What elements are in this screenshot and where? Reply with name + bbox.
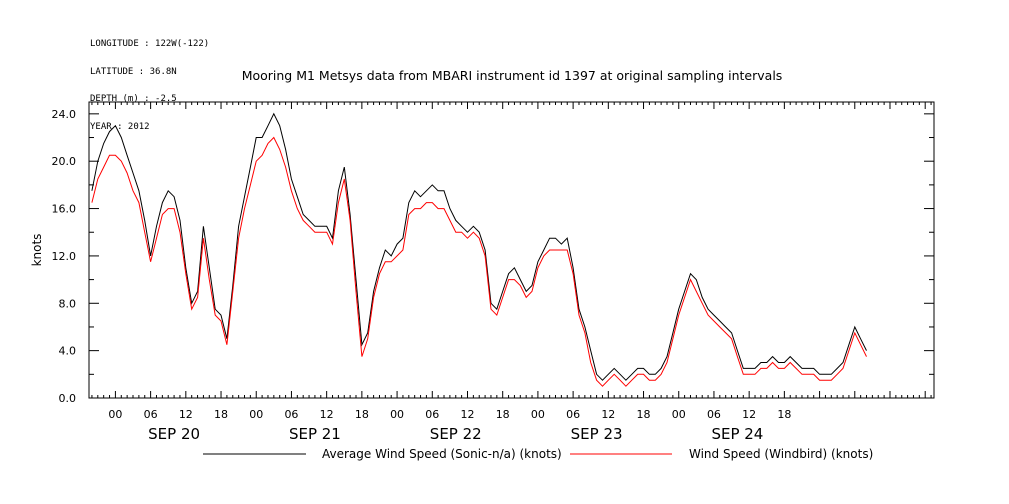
date-label: SEP 23 [571,425,623,443]
x-tick-label: 12 [742,408,756,421]
date-label: SEP 20 [148,425,200,443]
depth-text: DEPTH (m) : -2.5 [90,94,177,104]
x-tick-label: 06 [566,408,580,421]
date-label: SEP 21 [289,425,341,443]
y-tick-label: 0.0 [59,392,77,405]
x-tick-label: 18 [496,408,510,421]
x-tick-label: 00 [249,408,263,421]
mooring-metadata: LONGITUDE : 122W(-122) LATITUDE : 36.8N … [90,22,209,141]
x-tick-label: 12 [179,408,193,421]
y-tick-label: 8.0 [59,297,77,310]
y-tick-label: 4.0 [59,345,77,358]
y-tick-label: 24.0 [52,108,77,121]
series-line-windbird [91,136,867,387]
year-text: YEAR : 2012 [90,121,150,132]
legend-label-sonic: Average Wind Speed (Sonic-n/a) (knots) [322,447,562,461]
date-labels: SEP 20 SEP 21 SEP 22 SEP 23 SEP 24 [148,425,763,443]
x-tick-label: 12 [601,408,615,421]
legend: Average Wind Speed (Sonic-n/a) (knots) W… [203,447,873,461]
x-tick-label: 06 [707,408,721,421]
x-tick-label: 00 [531,408,545,421]
x-tick-label: 00 [108,408,122,421]
date-label: SEP 22 [430,425,482,443]
chart-title: Mooring M1 Metsys data from MBARI instru… [242,68,783,83]
series-line-sonic [91,112,867,381]
legend-label-windbird: Wind Speed (Windbird) (knots) [689,447,873,461]
x-tick-label: 00 [390,408,404,421]
y-axis-label: knots [30,234,44,267]
x-tick-label: 06 [284,408,298,421]
y-tick-label: 16.0 [52,203,77,216]
plot-frame [88,101,935,399]
x-tick-label: 06 [144,408,158,421]
y-tick-label: 20.0 [52,155,77,168]
x-tick-label: 00 [672,408,686,421]
x-tick-label: 18 [355,408,369,421]
axis-ticks [89,102,934,399]
y-tick-label: 12.0 [52,250,77,263]
longitude-text: LONGITUDE : 122W(-122) [90,39,210,49]
x-tick-label: 18 [777,408,791,421]
date-label: SEP 24 [711,425,763,443]
series-lines [91,112,867,387]
x-tick-label: 06 [425,408,439,421]
y-tick-labels: 0.0 4.0 8.0 12.0 16.0 20.0 24.0 [52,108,77,405]
x-tick-label: 18 [637,408,651,421]
x-tick-labels: 00 06 12 18 00 06 12 18 00 06 12 18 00 06 12 18 00 06 12 18 [108,408,791,421]
x-tick-label: 12 [460,408,474,421]
x-tick-label: 18 [214,408,228,421]
latitude-text: LATITUDE : 36.8N [90,66,177,77]
x-tick-label: 12 [320,408,334,421]
